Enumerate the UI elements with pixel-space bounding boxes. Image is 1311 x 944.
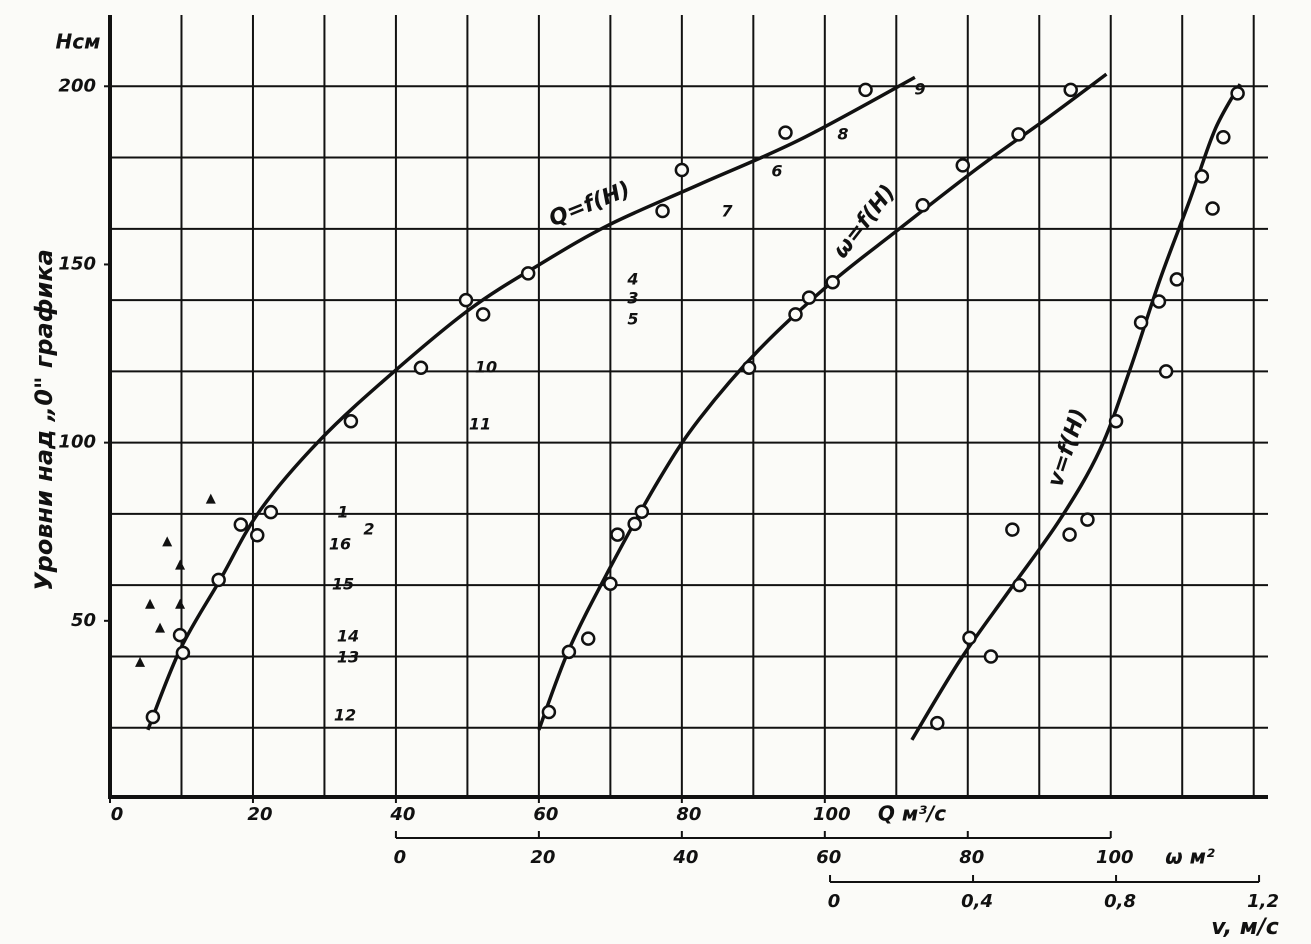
x-tick-label: 100	[813, 804, 851, 825]
v-axis-label: v, м/с	[1211, 915, 1279, 940]
v-tick-label: 0,4	[961, 891, 993, 912]
data-point	[1062, 527, 1077, 542]
data-point	[741, 360, 757, 376]
omega-tick-label: 20	[530, 847, 555, 868]
data-point	[145, 709, 161, 725]
data-point	[1151, 294, 1167, 309]
data-point	[175, 645, 191, 661]
y-tick-label: 50	[71, 610, 96, 631]
point-label: 1	[337, 503, 348, 522]
data-point	[955, 158, 971, 173]
x-tick-label: 20	[247, 804, 272, 825]
data-point	[655, 203, 670, 219]
data-point	[825, 275, 840, 290]
point-label: 12	[334, 706, 356, 725]
data-point	[1230, 86, 1245, 101]
data-point	[915, 198, 930, 213]
omega-tick-label: 60	[816, 847, 841, 868]
data-point	[413, 360, 429, 376]
point-label: 13	[337, 648, 359, 667]
x-axis-label: Q м³/с	[878, 802, 946, 826]
data-point	[458, 292, 474, 308]
data-point	[561, 644, 577, 660]
data-point	[1216, 129, 1231, 145]
data-point	[1012, 577, 1027, 593]
data-point	[580, 631, 596, 646]
data-point	[1005, 522, 1020, 537]
y-tick-label: 150	[58, 253, 96, 274]
triangle-point	[205, 493, 216, 504]
triangle-point	[162, 536, 173, 547]
data-point	[603, 576, 618, 592]
x-tick-label: 0	[111, 804, 124, 825]
point-label: 11	[469, 415, 491, 434]
data-point	[475, 307, 491, 322]
point-label: 14	[337, 627, 359, 646]
point-label: 5	[627, 310, 638, 329]
data-point	[983, 649, 999, 664]
triangle-point	[135, 656, 146, 667]
triangle-point	[145, 598, 156, 609]
data-point	[263, 504, 279, 520]
omega-tick-label: 40	[672, 847, 698, 868]
data-point	[778, 125, 793, 140]
data-point	[788, 307, 803, 322]
data-point	[1108, 414, 1124, 429]
omega-tick-label: 80	[959, 847, 984, 868]
v-tick-label: 0	[828, 891, 841, 912]
point-label: 8	[837, 125, 848, 144]
data-point	[520, 266, 536, 281]
data-point	[172, 627, 188, 643]
v-tick-label: 1,2	[1247, 891, 1279, 912]
data-point	[858, 82, 873, 98]
point-label: 16	[329, 535, 351, 554]
point-label: 7	[721, 202, 733, 221]
data-point	[250, 528, 265, 543]
triangle-point	[155, 622, 166, 633]
data-point	[1158, 364, 1174, 379]
data-point	[1205, 201, 1220, 216]
data-point	[343, 414, 359, 429]
data-point	[801, 290, 817, 305]
fit-curve	[537, 72, 1108, 731]
y-axis-label: Уровни над „0" графика	[30, 249, 58, 591]
data-point	[1133, 315, 1149, 330]
data-point	[211, 572, 226, 588]
x-tick-label: 40	[389, 804, 415, 825]
point-label: 15	[332, 575, 354, 594]
data-point	[541, 704, 557, 720]
data-point	[634, 504, 650, 520]
data-point	[233, 517, 249, 532]
omega-tick-label: 0	[394, 847, 407, 868]
data-point	[610, 527, 625, 542]
data-point	[627, 516, 642, 532]
x-tick-label: 60	[533, 804, 558, 825]
triangle-point	[175, 559, 186, 570]
y-tick-label: 200	[58, 75, 96, 96]
v-tick-label: 0,8	[1104, 891, 1136, 912]
triangle-point	[175, 598, 186, 609]
point-label: 3	[627, 289, 638, 308]
point-label: 4	[626, 270, 638, 289]
point-label: 6	[771, 162, 782, 181]
y-unit: Нсм	[56, 30, 101, 54]
data-point	[1011, 127, 1026, 142]
omega-tick-label: 100	[1096, 847, 1134, 868]
point-label: 2	[363, 520, 374, 539]
x-tick-label: 80	[676, 804, 701, 825]
point-label: 9	[914, 80, 925, 99]
omega-axis-label: ω м²	[1165, 845, 1215, 869]
y-tick-label: 100	[58, 432, 96, 453]
data-point	[1194, 169, 1210, 184]
data-point	[1169, 272, 1185, 287]
data-point	[674, 162, 690, 178]
data-point	[930, 715, 945, 731]
data-point	[1080, 512, 1095, 527]
data-point	[1063, 82, 1078, 98]
point-label: 10	[475, 358, 497, 377]
data-point	[962, 630, 977, 646]
